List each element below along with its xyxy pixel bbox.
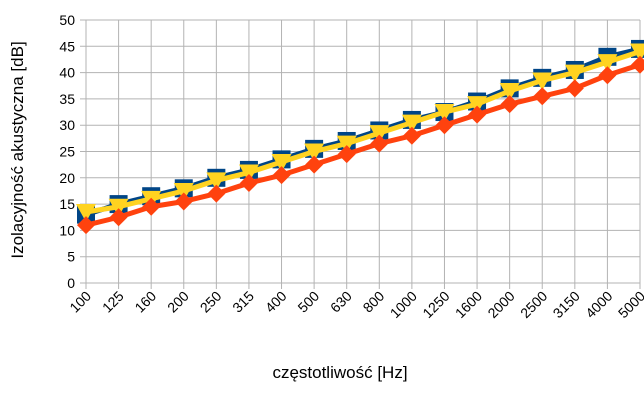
y-tick-label: 40 [59, 65, 75, 81]
data-point [370, 134, 389, 153]
data-point [435, 116, 454, 135]
y-tick-label: 50 [59, 12, 75, 28]
y-tick-label: 20 [59, 170, 75, 186]
series-line [85, 49, 641, 215]
data-point [598, 66, 617, 85]
data-point [77, 216, 95, 235]
series-3 [77, 55, 644, 235]
x-tick-label: 315 [229, 288, 257, 316]
y-tick-label: 45 [59, 38, 75, 54]
data-point [467, 96, 488, 115]
data-point [174, 192, 193, 211]
x-tick-label: 1000 [387, 288, 420, 321]
data-point [239, 174, 258, 193]
x-tick-label: 630 [327, 288, 355, 316]
x-tick-label: 125 [99, 288, 127, 316]
x-tick-label: 100 [66, 288, 94, 316]
data-point [401, 114, 422, 133]
x-tick-label: 2500 [517, 288, 550, 321]
x-tick-label: 1250 [419, 288, 452, 321]
data-point [564, 64, 585, 83]
series-layer [76, 39, 644, 235]
data-point [206, 172, 227, 191]
data-point [272, 166, 291, 185]
x-tick-label: 160 [131, 288, 159, 316]
data-point [142, 197, 161, 216]
data-point [304, 143, 325, 162]
y-tick-label: 5 [67, 249, 75, 265]
data-point [337, 145, 356, 164]
data-point [565, 79, 584, 98]
x-tick-label: 500 [294, 288, 322, 316]
series-line [85, 62, 641, 228]
data-point [76, 203, 96, 222]
data-point [597, 54, 618, 73]
y-tick-label: 35 [59, 91, 75, 107]
y-tick-label: 15 [59, 196, 75, 212]
x-tick-label: 3150 [550, 288, 583, 321]
y-tick-labels: 0 5 10 15 20 25 30 35 40 45 50 [59, 12, 75, 291]
x-tick-label: 250 [197, 288, 225, 316]
grid-lines [80, 19, 641, 289]
x-tick-label: 1600 [452, 288, 485, 321]
x-tick-label: 2000 [484, 288, 517, 321]
x-axis-label: częstotliwość [Hz] [272, 363, 407, 382]
x-tick-label: 800 [360, 288, 388, 316]
data-point [500, 95, 519, 114]
data-point [108, 198, 129, 217]
y-tick-label: 25 [59, 144, 75, 160]
data-point [336, 135, 357, 154]
data-point [532, 72, 553, 91]
data-point [305, 155, 324, 174]
y-tick-label: 30 [59, 117, 75, 133]
data-point [631, 55, 644, 74]
x-tick-labels: 100 125 160 200 250 315 400 500 630 800 1000 1250 16… [66, 288, 644, 321]
data-point [402, 126, 421, 145]
y-tick-label: 0 [67, 275, 75, 291]
series-line [85, 46, 641, 217]
data-point [238, 164, 259, 183]
data-point [499, 83, 520, 102]
data-point [468, 105, 487, 124]
y-axis-label: Izolacyjność akustyczna [dB] [8, 41, 27, 258]
series-2 [76, 43, 644, 222]
x-tick-label: 400 [262, 288, 290, 316]
data-point [173, 182, 194, 201]
data-point [207, 184, 226, 203]
x-tick-label: 5000 [615, 288, 644, 321]
x-tick-label: 4000 [582, 288, 615, 321]
data-point [369, 125, 390, 144]
x-tick-label: 200 [164, 288, 192, 316]
data-point [271, 154, 292, 173]
y-tick-label: 10 [59, 222, 75, 238]
data-point [434, 104, 455, 123]
data-point [533, 87, 552, 106]
data-point [109, 208, 128, 227]
